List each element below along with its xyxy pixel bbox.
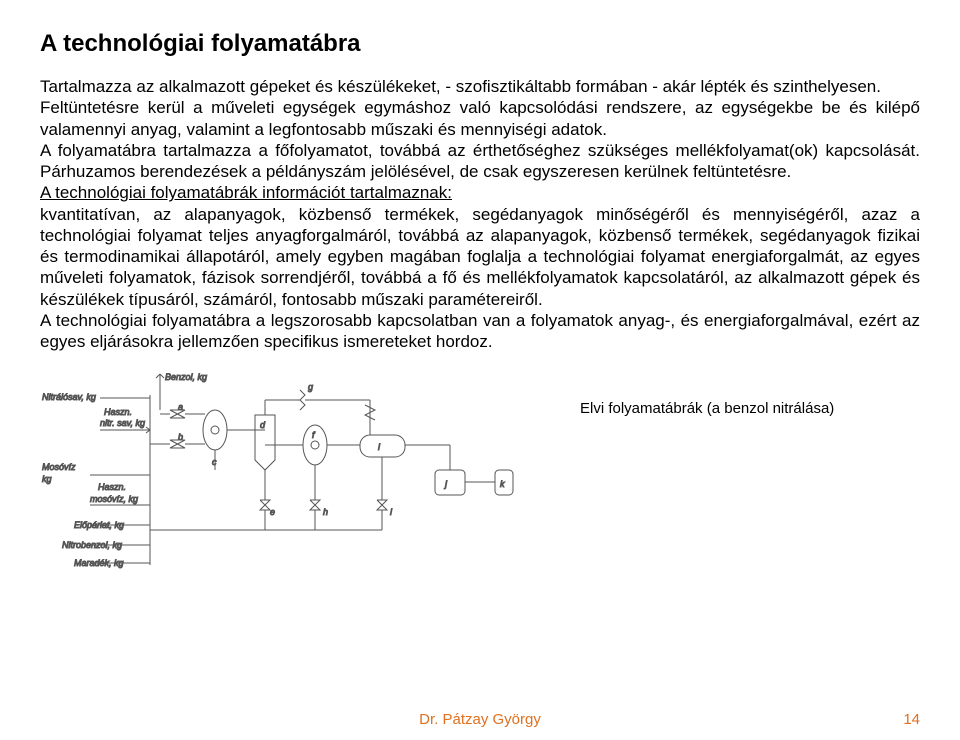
- lbl-kg1: kg: [42, 474, 52, 484]
- lbl-nitralosav: Nitrálósav, kg: [42, 392, 96, 402]
- body-text: Tartalmazza az alkalmazott gépeket és ké…: [40, 76, 920, 352]
- lbl-k: k: [500, 479, 505, 489]
- lbl-d: d: [260, 420, 266, 430]
- p-underline: A technológiai folyamatábrák információt…: [40, 183, 452, 202]
- p1c: A folyamatábra tartalmazza a főfolyamato…: [40, 141, 920, 181]
- lbl-haszn2: Haszn.: [98, 482, 126, 492]
- lbl-haszn1: Haszn.: [104, 407, 132, 417]
- lbl-mosovizkg: mosóvíz, kg: [90, 494, 138, 504]
- lbl-benzol: Benzol, kg: [165, 372, 207, 382]
- lbl-i: i: [378, 442, 381, 452]
- page-number: 14: [903, 711, 920, 728]
- p1b: Feltüntetésre kerül a műveleti egységek …: [40, 98, 920, 138]
- lbl-f: f: [312, 430, 316, 440]
- p2: kvantitatívan, az alapanyagok, közbenső …: [40, 205, 920, 309]
- p3: A technológiai folyamatábra a legszorosa…: [40, 311, 920, 351]
- figure-caption: Elvi folyamatábrák (a benzol nitrálása): [580, 400, 834, 417]
- footer-author: Dr. Pátzay György: [0, 711, 960, 728]
- lbl-l: l: [390, 507, 393, 517]
- lbl-e: e: [270, 507, 275, 517]
- process-diagram: Nitrálósav, kg Haszn. nitr. sav, kg Mosó…: [40, 370, 540, 580]
- page-title: A technológiai folyamatábra: [40, 30, 920, 58]
- lbl-nitrsav: nitr. sav, kg: [100, 418, 145, 428]
- p1a: Tartalmazza az alkalmazott gépeket és ké…: [40, 77, 881, 96]
- figure-area: Nitrálósav, kg Haszn. nitr. sav, kg Mosó…: [40, 370, 920, 580]
- lbl-h: h: [323, 507, 328, 517]
- lbl-g: g: [308, 382, 313, 392]
- lbl-mosoviz: Mosóvíz: [42, 462, 76, 472]
- lbl-j: j: [444, 479, 448, 489]
